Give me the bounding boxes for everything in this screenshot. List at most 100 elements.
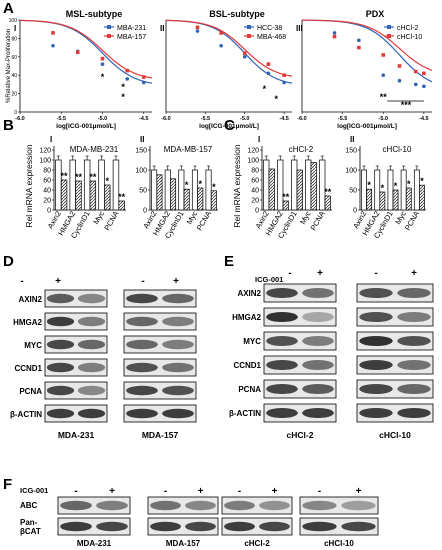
blot-f-band-pan-bcat xyxy=(221,517,293,536)
blot-d-band-mda231 xyxy=(44,404,108,423)
blot-f-sign-plus: + xyxy=(198,486,204,497)
panel-a-xtick-label: -5.5 xyxy=(57,116,66,122)
bar-treated xyxy=(75,180,82,211)
panel-a-title: PDX xyxy=(366,9,385,19)
blot-f-band-abc xyxy=(57,496,131,515)
blot-band xyxy=(162,316,194,327)
blot-frame xyxy=(299,496,379,515)
blot-band xyxy=(126,408,158,419)
panel-a-point xyxy=(266,62,271,66)
panel-a-legend-label: MBA-157 xyxy=(117,34,146,41)
panel-a-legend-marker xyxy=(107,25,111,29)
panel-a-point xyxy=(413,69,418,74)
blot-d-group-label: MDA-157 xyxy=(142,430,179,440)
panel-letter-d: D xyxy=(3,253,14,270)
blot-band xyxy=(259,500,290,511)
panel-a-legend-marker xyxy=(387,34,391,38)
bar-ytick-label: 80 xyxy=(251,168,259,175)
blot-e-band-chcl10 xyxy=(356,379,434,399)
blot-e-treatment-label: ICG-001 xyxy=(255,275,283,284)
blot-band xyxy=(266,311,298,323)
blot-e-row-label: CCND1 xyxy=(233,361,261,370)
panel-a-point xyxy=(242,55,247,59)
blot-band xyxy=(302,521,337,532)
bar-roman: II xyxy=(350,135,354,144)
panel-letter-f: F xyxy=(3,476,12,493)
blot-band xyxy=(397,407,431,419)
blot-band xyxy=(359,383,393,395)
blot-d-sign-plus: + xyxy=(55,276,61,287)
blot-band xyxy=(397,359,431,371)
panel-a-xtick-label: -4.5 xyxy=(139,116,148,122)
bar-roman: I xyxy=(50,135,52,144)
bar-control xyxy=(69,159,76,211)
panel-a-legend-label: HCC-38 xyxy=(257,25,282,32)
blot-band xyxy=(266,407,298,419)
blot-band xyxy=(341,521,376,532)
blot-d-row-label: β-ACTIN xyxy=(10,410,42,419)
blot-band xyxy=(266,383,298,395)
panel-a-ytick-label: 80 xyxy=(11,36,17,42)
bar-ytick-label: 50 xyxy=(139,188,147,195)
blot-d-row-label: PCNA xyxy=(19,387,42,396)
blot-f-band-pan-bcat xyxy=(147,517,219,536)
blot-band xyxy=(77,316,106,327)
bar-treated xyxy=(197,187,204,211)
panel-a-ytick-label: 40 xyxy=(11,73,17,79)
bar-control xyxy=(319,159,326,211)
bar-control xyxy=(55,159,62,211)
blot-d-band-mda157 xyxy=(123,381,197,400)
panel-a-xtick-label: -6.0 xyxy=(161,116,170,122)
blot-band xyxy=(359,311,393,323)
blot-f-band-pan-bcat xyxy=(57,517,131,536)
bar-star: * xyxy=(381,183,385,193)
panel-a-ytick-label: 20 xyxy=(11,92,17,98)
blot-d-band-mda231 xyxy=(44,358,108,377)
bar-control xyxy=(400,169,407,211)
panel-a-point xyxy=(242,51,247,55)
blot-e-sign-plus: + xyxy=(317,268,323,279)
blot-band xyxy=(77,385,106,396)
bar-star: * xyxy=(212,182,216,192)
panel-a-star: *** xyxy=(401,100,412,110)
blot-e-band-chcl2 xyxy=(263,379,337,399)
panel-a-legend-marker xyxy=(387,25,391,29)
blot-f-treatment-label: ICG-001 xyxy=(20,486,48,495)
bar-treated xyxy=(282,200,289,211)
bar-ytick-label: 60 xyxy=(251,178,259,185)
panel-a-point xyxy=(51,31,55,35)
bar-star: ** xyxy=(324,187,332,197)
panel-a-fit-curve-cHCl-10 xyxy=(301,19,433,71)
bar-star: * xyxy=(367,180,371,190)
panel-a-star: * xyxy=(274,94,278,104)
blot-band xyxy=(359,359,393,371)
bar-control xyxy=(387,169,394,211)
blot-band xyxy=(302,287,334,299)
panel-a-point xyxy=(422,71,426,76)
blot-d-band-mda231 xyxy=(44,289,108,308)
blot-d-band-mda157 xyxy=(123,404,197,423)
bar-ytick-label: 80 xyxy=(43,168,51,175)
bar-treated xyxy=(89,180,97,211)
panel-a-star: * xyxy=(121,92,125,102)
panel-a-point xyxy=(125,68,130,73)
blot-d-band-mda231 xyxy=(44,381,108,400)
blot-f-sign-minus: - xyxy=(74,486,77,497)
blot-e-row-label: PCNA xyxy=(238,385,261,394)
bar-treated xyxy=(405,187,412,211)
blot-band xyxy=(397,311,431,323)
panel-a-roman: I xyxy=(14,24,16,33)
bar-ytick-label: 0 xyxy=(255,208,259,215)
panel-a-xtick-label: -5.5 xyxy=(201,116,210,122)
panel-a-point xyxy=(219,31,223,35)
panel-a-point xyxy=(219,43,223,48)
bar-star: * xyxy=(185,180,189,190)
blot-f-sign-minus: - xyxy=(318,486,321,497)
blot-band xyxy=(46,385,75,396)
blot-band xyxy=(266,335,298,347)
bar-ytick-label: 0 xyxy=(353,208,357,215)
panel-a-point xyxy=(51,43,55,48)
panel-letter-a: A xyxy=(3,0,14,17)
panel-a-legend-marker xyxy=(247,25,251,29)
panel-letter-e: E xyxy=(224,253,234,270)
